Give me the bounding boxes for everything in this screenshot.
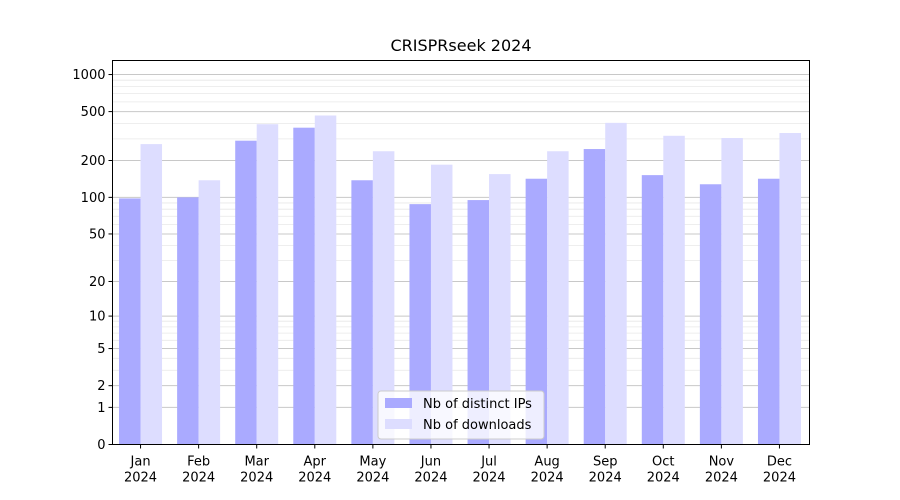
- y-tick-label: 20: [89, 275, 106, 290]
- bar-downloads-apr: [314, 115, 337, 445]
- bar-downloads-jul: [489, 174, 511, 445]
- x-tick-label: Oct 2024: [647, 455, 680, 486]
- bar-downloads-jan: [140, 144, 163, 445]
- x-tick-label: Aug 2024: [531, 455, 564, 486]
- x-tick-label: Mar 2024: [240, 455, 273, 486]
- grid-lines: [112, 74, 810, 408]
- x-tick-label: Dec 2024: [763, 455, 796, 486]
- x-tick-label: Apr 2024: [298, 455, 331, 486]
- y-tick-label: 0: [97, 438, 105, 453]
- legend-swatch-distinct-ips: [385, 398, 412, 408]
- chart-title: CRISPRseek 2024: [390, 36, 531, 55]
- y-tick-label: 10: [89, 310, 106, 325]
- x-tick-label: Jun 2024: [414, 455, 447, 486]
- bar-downloads-sep: [605, 122, 627, 445]
- y-tick-label: 2: [97, 379, 105, 394]
- bar-distinct-ips-aug: [525, 178, 548, 445]
- bars: [119, 115, 801, 445]
- bar-distinct-ips-nov: [699, 184, 722, 445]
- bar-downloads-dec: [779, 132, 801, 445]
- y-tick-label: 500: [81, 105, 106, 120]
- x-tick-label: Jul 2024: [472, 455, 505, 486]
- legend-swatch-downloads: [385, 419, 412, 429]
- bar-distinct-ips-jun: [409, 204, 431, 445]
- y-tick-label: 100: [81, 191, 106, 206]
- x-tick-label: Feb 2024: [182, 455, 215, 486]
- bar-downloads-nov: [721, 138, 743, 445]
- bar-distinct-ips-oct: [641, 175, 664, 445]
- bar-distinct-ips-apr: [293, 127, 315, 445]
- bar-distinct-ips-sep: [583, 149, 606, 445]
- y-tick-label: 5: [97, 342, 105, 357]
- bar-distinct-ips-feb: [177, 197, 199, 445]
- x-tick-label: May 2024: [356, 455, 389, 486]
- x-tick-label: Sep 2024: [589, 455, 622, 486]
- bar-downloads-aug: [547, 151, 569, 445]
- legend-box: [377, 390, 545, 440]
- bar-downloads-mar: [256, 124, 279, 445]
- bar-distinct-ips-may: [351, 180, 373, 445]
- bar-downloads-may: [372, 151, 395, 445]
- legend: Nb of distinct IPs Nb of downloads: [377, 390, 545, 440]
- x-axis-ticks: Jan 2024 Feb 2024 Mar 2024 Apr 2024 May 2024 Jun 20…: [124, 444, 796, 486]
- bar-distinct-ips-jan: [119, 198, 141, 445]
- plot-frame: [112, 60, 810, 445]
- y-tick-label: 200: [81, 154, 106, 169]
- y-tick-label: 1000: [72, 68, 105, 83]
- y-axis-ticks: 0 1 2 5 10 20 50 100 200 500 1000: [72, 68, 113, 453]
- bar-downloads-oct: [663, 135, 685, 445]
- legend-label-downloads: Nb of downloads: [423, 418, 532, 433]
- bar-downloads-feb: [198, 180, 221, 445]
- y-tick-label: 50: [89, 227, 106, 242]
- bar-distinct-ips-dec: [757, 178, 780, 445]
- bar-distinct-ips-jul: [467, 200, 490, 445]
- bar-downloads-jun: [430, 164, 453, 445]
- legend-label-distinct-ips: Nb of distinct IPs: [423, 397, 532, 412]
- x-tick-label: Nov 2024: [705, 455, 738, 486]
- y-tick-label: 1: [97, 401, 105, 416]
- bar-distinct-ips-mar: [235, 140, 257, 445]
- x-tick-label: Jan 2024: [124, 455, 157, 486]
